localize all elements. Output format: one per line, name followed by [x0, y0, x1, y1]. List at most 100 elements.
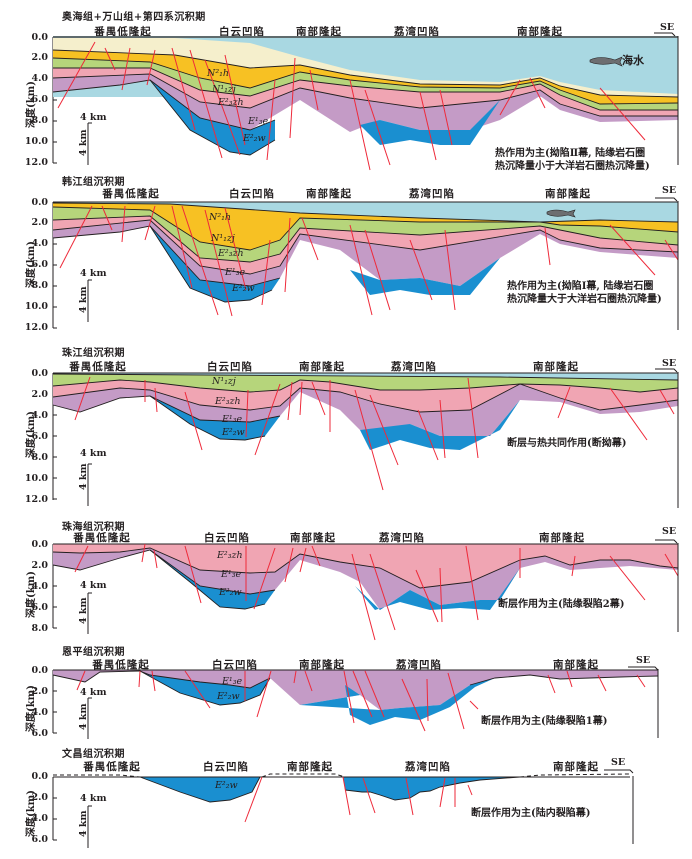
- layer-quaternary: [53, 38, 678, 97]
- faults: [74, 376, 675, 491]
- depth-tick: 4.0: [31, 410, 48, 421]
- panel-title: 韩江组沉积期: [62, 177, 125, 188]
- faults: [59, 205, 679, 317]
- depth-tick: 6.0: [31, 602, 48, 613]
- formation-label: E¹₃e: [221, 569, 242, 580]
- scale-bar-horizontal-label: 4 km: [80, 268, 107, 279]
- depth-tick: 0.0: [31, 197, 48, 208]
- depth-tick: 12.0: [24, 322, 48, 333]
- formation-label: N¹₁zj: [212, 84, 236, 95]
- annotation-line: 热沉降量大于大洋岩石圈热沉降量): [507, 294, 662, 305]
- cross-section-4: [52, 539, 679, 641]
- layer-E1-3e: [53, 548, 678, 610]
- region-label-southern-uplift-1: 南部隆起: [306, 188, 352, 200]
- region-label-panyu-low-uplift: 番禺低隆起: [102, 188, 160, 200]
- annotation-line: 热作用为主(拗陷Ⅱ幕, 陆缘岩石圈: [495, 148, 646, 159]
- layer-E1-3e: [53, 220, 678, 286]
- formation-label: E²₂w: [243, 133, 266, 144]
- annotation-line: 热沉降量小于大洋岩石圈热沉降量): [495, 161, 650, 172]
- region-label-liwan-sag: 荔湾凹陷: [396, 659, 442, 671]
- scale-bar-horizontal-label: 4 km: [80, 580, 107, 591]
- tectonic-annotation: 热作用为主(拗陷Ⅰ幕, 陆缘岩石圈 热沉降量大于大洋岩石圈热沉降量): [507, 280, 662, 306]
- depth-tick: 10.0: [24, 473, 48, 484]
- scale-bar-horizontal-label: 4 km: [80, 448, 107, 459]
- direction-label: SE: [662, 526, 677, 537]
- layer-E1-3e: [53, 74, 678, 132]
- layer-E2-3zh: [53, 216, 678, 274]
- formation-label: N²₁h: [209, 212, 232, 223]
- panel-yuehai-wanshan-quaternary: 奥海组+万山组+第四系沉积期 番禺低隆起 白云凹陷 南部隆起 荔湾凹陷 南部隆起…: [0, 0, 692, 172]
- layer-E2-2w: [150, 80, 275, 155]
- depth-tick: 0.0: [31, 32, 48, 43]
- region-label-liwan-sag: 荔湾凹陷: [394, 26, 440, 38]
- panel-title: 恩平组沉积期: [62, 647, 125, 658]
- region-label-baiyun-sag: 白云凹陷: [212, 659, 258, 671]
- region-label-panyu-low-uplift: 番禺低隆起: [83, 761, 141, 773]
- formation-label: E²₂w: [217, 691, 240, 702]
- depth-tick: 8.0: [31, 280, 48, 291]
- cross-section-3: [52, 368, 679, 508]
- formation-label: E²₂w: [222, 427, 245, 438]
- region-label-panyu-low-uplift: 番禺低隆起: [73, 532, 131, 544]
- annotation-line: 断层作用为主(陆缘裂陷1幕): [481, 716, 608, 727]
- faults: [74, 543, 679, 641]
- region-label-southern-uplift-1: 南部隆起: [299, 659, 345, 671]
- formation-label: N¹₁zj: [212, 376, 236, 387]
- depth-tick: 4.0: [31, 707, 48, 718]
- formation-label: E¹₃e: [225, 267, 246, 278]
- direction-label: SE: [636, 655, 651, 666]
- layer-E2-3zh: [53, 544, 678, 588]
- depth-tick: 4.0: [31, 581, 48, 592]
- layer-E2-2w: [150, 226, 280, 302]
- panel-zhujiang: 珠江组沉积期 番禺低隆起 白云凹陷 南部隆起 荔湾凹陷 南部隆起 SE 0.0 …: [0, 340, 692, 510]
- region-label-southern-uplift-2: 南部隆起: [517, 26, 563, 38]
- tectonic-annotation: 断层与热共同作用(断拗幕): [507, 437, 626, 450]
- faults: [57, 41, 646, 171]
- annotation-line: 断层作用为主(陆内裂陷幕): [471, 808, 591, 819]
- region-label-southern-uplift-2: 南部隆起: [533, 361, 579, 373]
- region-label-panyu-low-uplift: 番禺低隆起: [69, 361, 127, 373]
- panel-title: 珠海组沉积期: [62, 522, 125, 533]
- layer-E2-2w: [140, 671, 270, 705]
- cross-section-6: [52, 769, 634, 848]
- depth-tick: 2.0: [31, 52, 48, 63]
- formation-label: E²₂w: [215, 780, 238, 791]
- formation-label: N²₁h: [207, 68, 230, 79]
- region-label-liwan-sag: 荔湾凹陷: [379, 532, 425, 544]
- faults: [244, 776, 473, 823]
- tectonic-annotation: 断层作用为主(陆缘裂陷2幕): [498, 598, 624, 611]
- panel-title: 珠江组沉积期: [62, 348, 125, 359]
- region-label-liwan-sag: 荔湾凹陷: [405, 761, 451, 773]
- annotation-line: 断层作用为主(陆缘裂陷2幕): [498, 599, 625, 610]
- formation-label: E¹₃e: [248, 116, 269, 127]
- region-label-baiyun-sag: 白云凹陷: [219, 26, 265, 38]
- cross-section-5: [52, 666, 659, 739]
- depth-tick: 0.0: [31, 539, 48, 550]
- layer-N1-1zj: [53, 207, 678, 262]
- layer-E2-2w: [150, 550, 275, 609]
- formation-label: E²₃zh: [218, 248, 244, 259]
- depth-tick: 4.0: [31, 238, 48, 249]
- region-label-liwan-sag: 荔湾凹陷: [409, 188, 455, 200]
- layer-N2-1h: [53, 203, 678, 250]
- region-label-southern-uplift-2: 南部隆起: [553, 761, 599, 773]
- layer-E2-2w: [140, 777, 260, 802]
- depth-tick: 4.0: [31, 813, 48, 824]
- formation-label: E²₃zh: [215, 396, 241, 407]
- region-label-panyu-low-uplift: 番禺低隆起: [92, 659, 150, 671]
- region-label-panyu-low-uplift: 番禺低隆起: [94, 26, 152, 38]
- region-label-southern-uplift-1: 南部隆起: [296, 26, 342, 38]
- scale-bar-horizontal-label: 4 km: [80, 112, 107, 123]
- depth-tick: 2.0: [31, 217, 48, 228]
- depth-tick: 6.0: [31, 431, 48, 442]
- depth-tick: 12.0: [24, 157, 48, 168]
- panel-title: 奥海组+万山组+第四系沉积期: [62, 12, 206, 23]
- panel-zhuhai: 珠海组沉积期 番禺低隆起 白云凹陷 南部隆起 荔湾凹陷 南部隆起 SE 0.0 …: [0, 510, 692, 641]
- region-label-baiyun-sag: 白云凹陷: [229, 188, 275, 200]
- depth-tick: 10.0: [24, 301, 48, 312]
- depth-tick: 6.0: [31, 94, 48, 105]
- region-label-baiyun-sag: 白云凹陷: [204, 532, 250, 544]
- formation-label: E²₃zh: [217, 550, 243, 561]
- formation-label: E²₃zh: [218, 97, 244, 108]
- direction-label: SE: [662, 358, 677, 369]
